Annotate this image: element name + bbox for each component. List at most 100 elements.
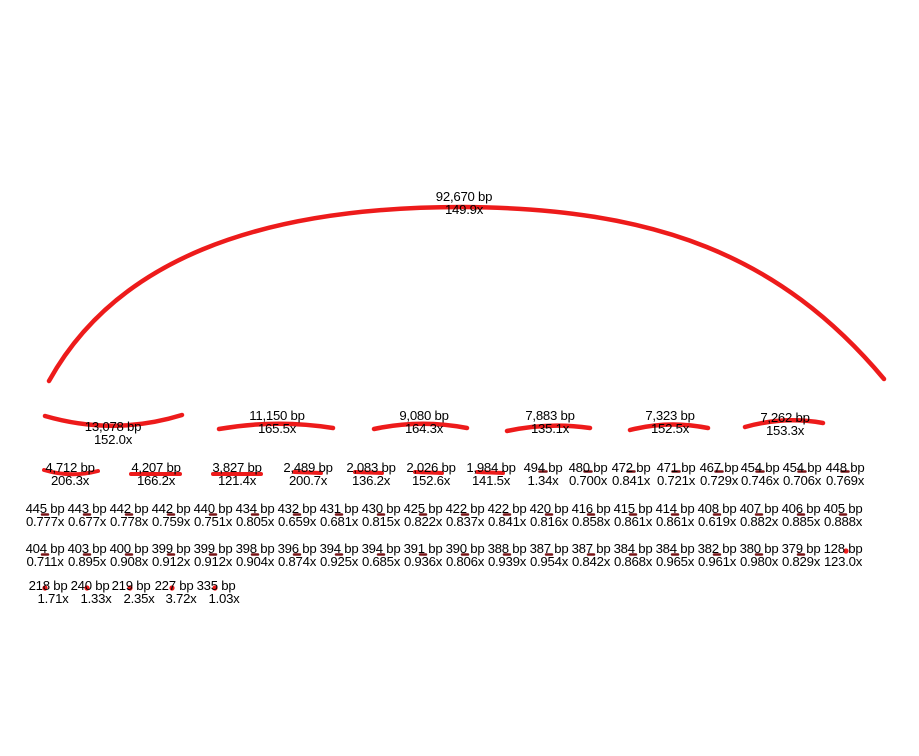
contig-node[interactable] [353,470,384,475]
contig-length-label: 396 bp [277,541,317,556]
contig-label: 399 bp 0.912x [194,542,233,569]
contig-coverage-label: 0.925x [319,554,359,570]
contig-node[interactable] [413,470,444,475]
contig-coverage-label: 0.619x [697,514,737,530]
contig-coverage-label: 2.35x [123,591,155,607]
contig-node[interactable] [504,423,593,434]
contig-length-label: 434 bp [235,501,275,516]
contig-length-label: 425 bp [403,501,443,516]
contig-coverage-label: 1.34x [527,473,559,489]
contig-length-label: 494 bp [523,460,563,475]
contig-label: 480 bp 0.700x [569,461,608,488]
contig-length-label: 2,026 bp [406,460,456,475]
contig-node[interactable] [371,421,470,432]
contig-node-dot[interactable] [169,585,175,591]
contig-coverage-label: 0.837x [445,514,485,530]
contig-coverage-label: 0.885x [781,514,821,530]
contig-node[interactable] [742,418,826,430]
contig-length-label: 227 bp [154,578,194,593]
contig-node[interactable] [42,412,185,428]
contig-node[interactable] [216,421,336,432]
contig-label: 240 bp 1.33x [70,578,112,606]
contig-node-dot[interactable] [212,585,218,591]
contig-label: 379 bp 0.829x [782,542,821,569]
contig-length-label: 4,207 bp [131,460,181,475]
contig-label: 92,670 bp 149.9x [436,190,493,218]
contig-coverage-label: 0.965x [655,554,695,570]
contig-coverage-label: 206.3x [50,473,90,489]
contig-length-label: 407 bp [739,501,779,516]
contig-length-label: 430 bp [361,501,401,516]
contig-coverage-label: 0.888x [823,514,863,530]
contig-length-label: 445 bp [25,501,65,516]
contig-label: 3,827 bp 121.4x [212,460,262,489]
contig-coverage-label: 0.777x [25,514,65,530]
contig-length-label: 403 bp [67,541,107,556]
contig-node[interactable] [292,470,323,475]
contig-label: 472 bp 0.841x [612,461,651,488]
contig-length-label: 382 bp [697,541,737,556]
contig-length-label: 467 bp [699,460,739,475]
contig-coverage-label: 0.815x [361,514,401,530]
contig-length-label: 7,323 bp [645,408,695,423]
contig-label: 400 bp 0.908x [109,542,149,570]
contig-label: 335 bp 1.03x [196,578,240,606]
contig-label: 415 bp 0.861x [613,501,653,529]
contig-coverage-label: 0.729x [699,473,739,489]
contig-coverage-label: 166.2x [136,473,176,489]
contig-length-label: 3,827 bp [212,460,262,475]
contig-coverage-label: 152.5x [650,421,690,437]
contig-length-label: 240 bp [70,578,110,593]
contig-coverage-label: 0.882x [739,514,779,530]
contig-length-label: 335 bp [196,578,236,593]
contig-node-dot[interactable] [127,585,133,591]
contig-length-label: 394 bp [361,541,401,556]
contig-coverage-label: 0.659x [277,514,317,530]
contig-label: 4,207 bp 166.2x [131,460,181,489]
contig-length-label: 442 bp [151,501,191,516]
contig-node[interactable] [46,204,887,384]
contig-node[interactable] [475,470,505,475]
contig-coverage-label: 152.0x [93,432,133,448]
contig-node-dot[interactable] [42,585,48,591]
contig-length-label: 415 bp [613,501,653,516]
contig-length-label: 416 bp [571,501,611,516]
contig-coverage-label: 149.9x [444,202,484,218]
contig-label: 7,883 bp 135.1x [525,408,575,436]
contig-node[interactable] [42,468,100,477]
contig-coverage-label: 0.816x [529,514,569,530]
contig-length-label: 471 bp [656,460,696,475]
contig-coverage-label: 0.908x [109,554,149,570]
contig-coverage-label: 0.868x [613,554,653,570]
contig-length-label: 443 bp [67,501,107,516]
contig-coverage-label: 123.0x [823,554,863,570]
contig-coverage-label: 121.4x [217,473,257,489]
contig-label: 414 bp 0.861x [656,502,695,529]
contig-label: 218 bp 1.71x [29,579,69,606]
contig-label: 422 bp 0.841x [488,502,527,529]
contig-coverage-label: 0.706x [782,473,822,489]
contig-coverage-label: 0.805x [235,514,275,530]
contig-label: 394 bp 0.925x [319,542,359,570]
contig-label: 443 bp 0.677x [67,501,107,529]
contig-label: 442 bp 0.759x [151,501,191,529]
contig-label: 467 bp 0.729x [699,460,739,489]
contig-coverage-label: 1.71x [37,591,69,607]
contig-coverage-label: 0.895x [67,554,107,570]
contig-label: 384 bp 0.868x [613,542,653,570]
contig-node[interactable] [627,422,711,433]
contig-length-label: 2,083 bp [346,460,396,475]
contig-coverage-label: 0.912x [151,554,191,570]
contig-length-label: 432 bp [277,501,317,516]
contig-coverage-label: 152.6x [411,473,451,489]
contig-length-label: 7,883 bp [525,408,575,423]
contig-length-label: 1,984 bp [466,460,516,475]
contig-node-dot[interactable] [843,548,849,554]
contig-label: 431 bp 0.681x [320,502,359,529]
contig-label: 454 bp 0.746x [741,461,780,488]
contig-length-label: 13,078 bp [84,419,142,434]
contig-coverage-label: 0.751x [193,514,233,530]
contig-label: 384 bp 0.965x [655,542,695,570]
contig-node-dot[interactable] [84,585,90,591]
